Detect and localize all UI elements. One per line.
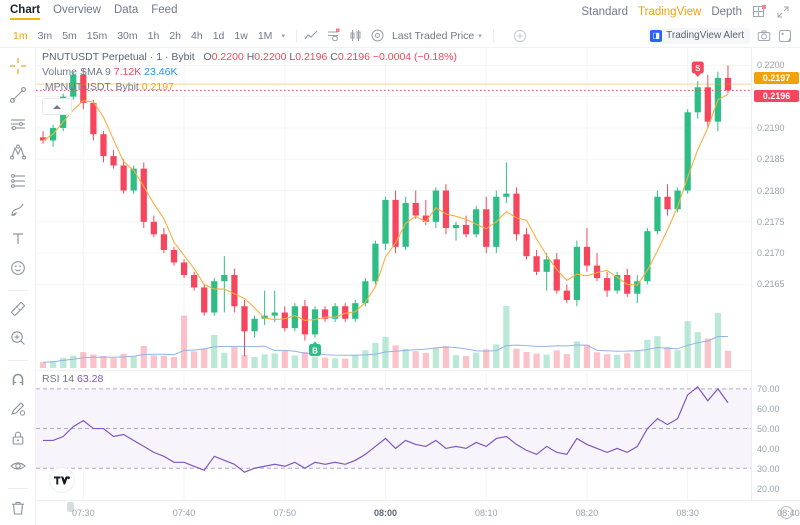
rsi-axis-label-0: 70.00 [757, 384, 780, 394]
nav-tab-chart[interactable]: Chart [10, 4, 41, 20]
time-axis-label-7: 08:40 [777, 508, 800, 518]
candlestick-canvas: BS [36, 48, 751, 368]
rsi-canvas [36, 371, 751, 500]
time-scroll-handle[interactable] [67, 502, 74, 512]
chart-toolbar: 1m 3m 5m 15m 30m 1h 2h 4h 1d 1w 1M ▾ [0, 24, 800, 48]
grid-layout-icon[interactable] [752, 5, 766, 19]
price-source-chevron-down-icon[interactable]: ▾ [478, 32, 482, 40]
top-navigation: Chart Overview Data Feed Standard Tradin… [0, 0, 800, 24]
price-axis-label-4: 0.2180 [757, 185, 785, 196]
toolbar-divider [295, 29, 297, 42]
tradingview-logo[interactable] [50, 468, 74, 492]
rsi-axis-label-3: 40.00 [757, 444, 780, 454]
timeframe-1d[interactable]: 1d [212, 29, 225, 42]
fib-retracement-tool-icon[interactable] [5, 169, 31, 193]
price-axis-label-5: 0.2175 [757, 216, 785, 227]
rsi-axis-label-2: 50.00 [757, 424, 780, 434]
time-axis-label-2: 07:50 [273, 508, 297, 518]
time-axis-label-4: 08:10 [474, 508, 498, 518]
drawing-toolbar [0, 48, 36, 525]
snapshot-icon[interactable] [778, 29, 792, 43]
nav-tab-overview[interactable]: Overview [53, 4, 101, 16]
chevron-down-icon[interactable]: ▾ [281, 32, 285, 40]
rsi-legend: RSI 14 63.28 [42, 373, 103, 385]
rsi-axis-label-1: 60.00 [757, 404, 780, 414]
tradingview-alert-label: TradingView Alert [666, 30, 744, 41]
timeframe-1M[interactable]: 1M [257, 29, 273, 42]
tradingview-alert-button[interactable]: ◨ TradingView Alert [648, 27, 750, 44]
tradingview-alert-badge-icon: ◨ [650, 29, 663, 42]
price-axis-label-2: 0.2190 [757, 122, 785, 133]
rsi-axis-label-4: 30.00 [757, 464, 780, 474]
rsi-axis-label-5: 20.00 [757, 484, 780, 494]
trend-line-tool-icon[interactable] [5, 83, 31, 107]
timeframe-30m[interactable]: 30m [117, 29, 138, 42]
svg-text:S: S [695, 64, 701, 73]
fullscreen-icon[interactable] [776, 5, 790, 19]
line-chart-icon[interactable] [304, 28, 319, 43]
time-axis[interactable]: 07:30 07:40 07:50 08:00 08:10 08:20 08:30 08:40… [36, 500, 800, 525]
top-navigation-right: Standard TradingView Depth [581, 5, 790, 19]
indicators-icon[interactable] [326, 28, 341, 43]
timezone-clock-icon[interactable] [780, 506, 793, 519]
price-axis[interactable]: 0.22000.21950.21900.21850.21800.21750.21… [751, 48, 800, 500]
timeframe-1h[interactable]: 1h [147, 29, 160, 42]
timeframe-2h[interactable]: 2h [169, 29, 182, 42]
camera-icon[interactable] [757, 29, 771, 43]
price-badge-mark[interactable]: 0.2197 [754, 72, 799, 85]
remove-drawings-tool-icon[interactable] [5, 496, 31, 520]
pitchfork-tool-icon[interactable] [5, 140, 31, 164]
timeframe-1w[interactable]: 1w [234, 29, 248, 42]
price-axis-label-6: 0.2170 [757, 248, 785, 259]
nav-tab-standard[interactable]: Standard [581, 6, 629, 18]
plus-circle-icon[interactable] [513, 29, 527, 43]
timeframe-5m[interactable]: 5m [62, 29, 77, 42]
price-source-label[interactable]: Last Traded Price [391, 29, 475, 42]
measure-tool-icon[interactable] [5, 297, 31, 321]
hide-drawings-tool-icon[interactable] [5, 454, 31, 478]
emoji-tool-icon[interactable] [5, 256, 31, 280]
price-axis-label-0: 0.2200 [757, 60, 785, 71]
toolbar-divider-2 [492, 29, 494, 42]
toolbar-divider-5 [7, 488, 28, 490]
rsi-pane[interactable]: RSI 14 63.28 [36, 370, 751, 500]
zoom-tool-icon[interactable] [5, 326, 31, 350]
time-axis-label-0: 07:30 [72, 508, 95, 518]
brush-tool-icon[interactable] [5, 198, 31, 222]
svg-text:B: B [312, 347, 318, 356]
chevron-up-icon [53, 104, 61, 109]
candle-style-icon[interactable] [348, 28, 363, 43]
nav-tab-depth[interactable]: Depth [711, 6, 742, 18]
rsi-title: RSI 14 [42, 373, 75, 385]
time-axis-label-3: 08:00 [373, 508, 398, 518]
nav-tab-tradingview[interactable]: TradingView [638, 6, 702, 18]
price-axis-label-3: 0.2185 [757, 154, 785, 165]
crosshair-tool-icon[interactable] [5, 54, 31, 78]
settings-target-icon[interactable] [370, 28, 385, 43]
timeframe-1m[interactable]: 1m [13, 29, 28, 42]
toolbar-divider-3 [7, 289, 28, 291]
toolbar-right-group: ◨ TradingView Alert [648, 27, 792, 44]
toolbar-divider-4 [7, 360, 28, 361]
drawing-mode-tool-icon[interactable] [5, 397, 31, 421]
timeframe-3m[interactable]: 3m [37, 29, 53, 42]
timeframe-4h[interactable]: 4h [191, 29, 203, 42]
nav-tab-feed[interactable]: Feed [151, 4, 178, 16]
text-tool-icon[interactable] [5, 227, 31, 251]
time-axis-label-5: 08:20 [575, 508, 599, 518]
rsi-value: 63.28 [77, 373, 104, 385]
price-axis-label-7: 0.2165 [757, 279, 785, 290]
magnet-tool-icon[interactable] [5, 368, 31, 392]
collapse-pane-button[interactable] [42, 98, 72, 115]
nav-tab-data[interactable]: Data [113, 4, 139, 16]
time-axis-label-1: 07:40 [172, 508, 196, 518]
price-badge-last[interactable]: 0.2196 [754, 90, 799, 103]
time-axis-label-6: 08:30 [676, 508, 699, 518]
horizontal-lines-tool-icon[interactable] [5, 112, 31, 136]
timeframe-15m[interactable]: 15m [86, 29, 108, 42]
lock-drawings-tool-icon[interactable] [5, 426, 31, 450]
